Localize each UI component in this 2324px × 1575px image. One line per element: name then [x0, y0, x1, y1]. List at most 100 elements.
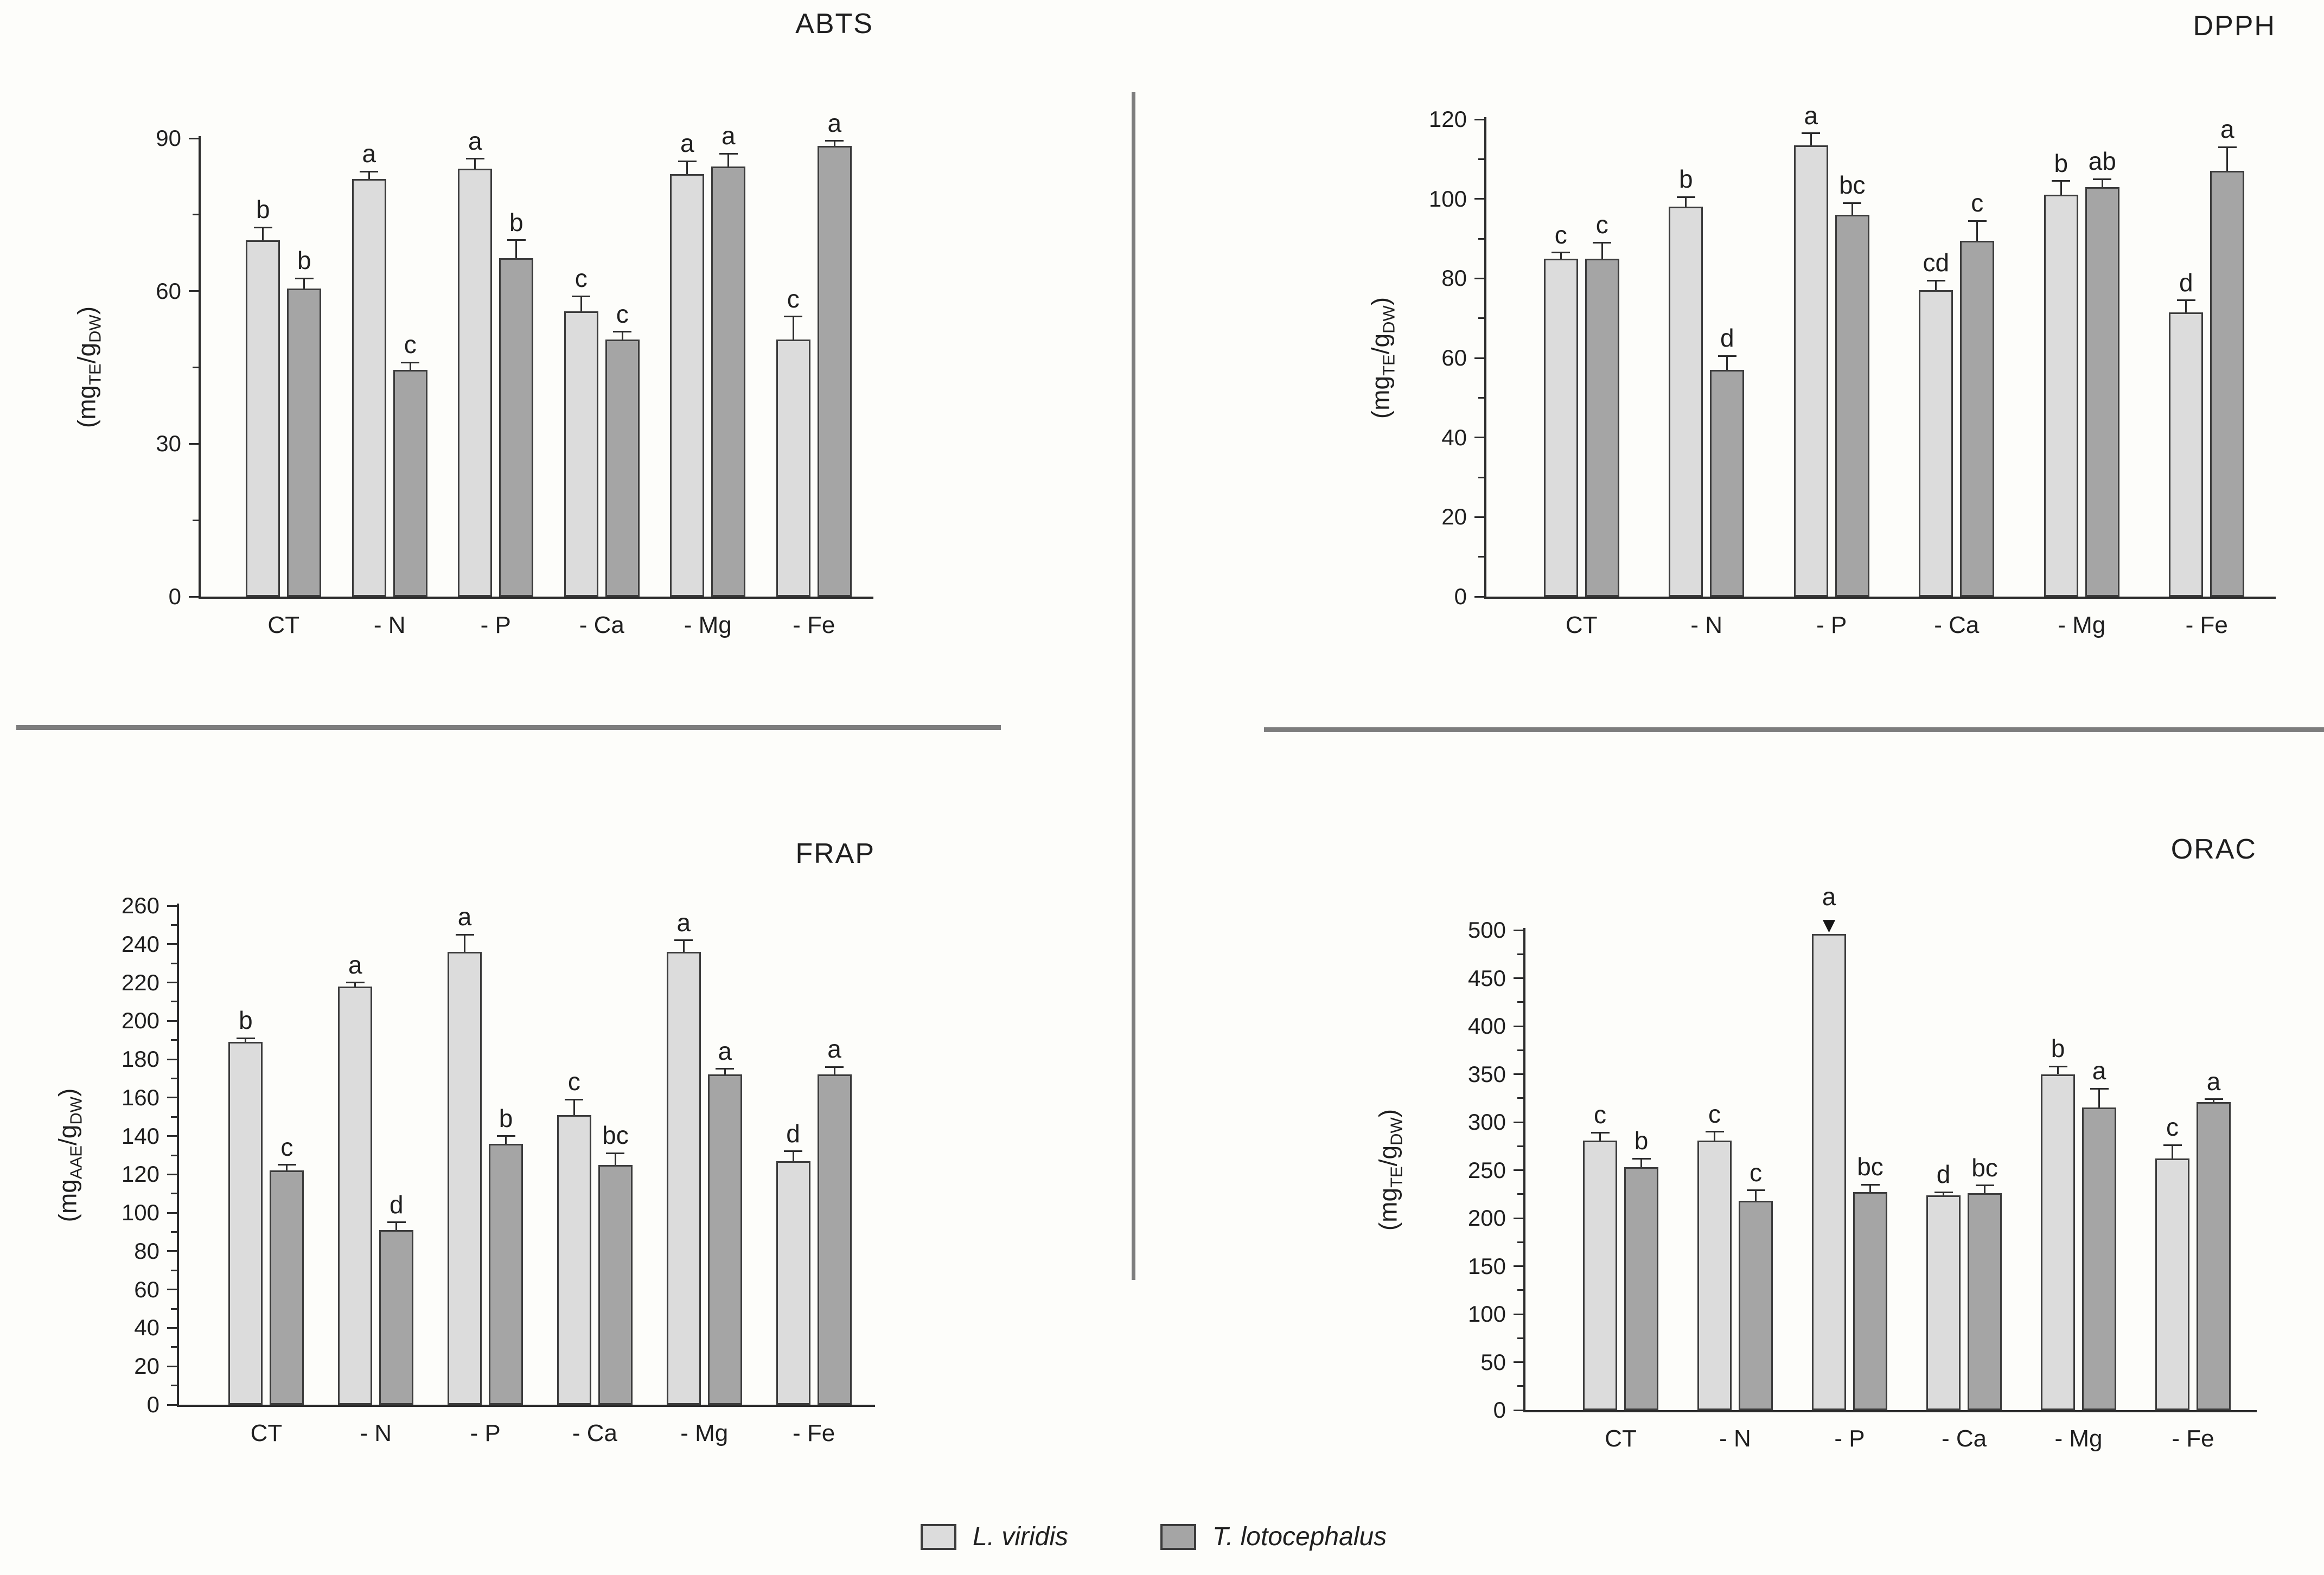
- y-minor-tick: [1478, 556, 1484, 558]
- error-bar: [464, 934, 466, 952]
- error-bar: [515, 240, 518, 258]
- error-bar: [1685, 197, 1687, 207]
- y-major-tick: [1474, 198, 1484, 200]
- significance-letter: c: [616, 299, 629, 328]
- significance-letter: c: [567, 1067, 580, 1096]
- error-bar: [1755, 1190, 1757, 1201]
- x-category-label: - N: [1690, 612, 1723, 638]
- y-major-tick: [189, 137, 199, 139]
- bar-l-viridis: [776, 339, 810, 597]
- significance-letter: bc: [1857, 1153, 1884, 1181]
- error-bar: [2172, 1145, 2173, 1159]
- bar-t-lotocephalus: [1710, 370, 1745, 597]
- y-minor-tick: [1517, 1097, 1523, 1099]
- y-tick-label: 400: [1467, 1013, 1506, 1039]
- y-tick-label: 30: [156, 431, 181, 457]
- y-tick-label: 200: [121, 1008, 159, 1034]
- y-tick-label: 60: [1441, 345, 1467, 370]
- error-bar-cap: [1934, 1191, 1953, 1193]
- bar-t-lotocephalus: [1624, 1167, 1658, 1410]
- x-category-label: - P: [480, 612, 511, 638]
- significance-letter: b: [2054, 149, 2068, 177]
- y-tick-label: 350: [1467, 1061, 1506, 1087]
- x-category-label: - Ca: [572, 1420, 617, 1446]
- x-category-label: - Ca: [1934, 612, 1980, 638]
- error-bar: [1714, 1131, 1715, 1141]
- error-bar-cap: [1843, 202, 1862, 204]
- error-bar: [505, 1136, 507, 1144]
- error-bar: [395, 1222, 398, 1230]
- y-axis-line: [1523, 928, 1525, 1412]
- y-major-tick: [167, 1058, 177, 1060]
- error-bar: [682, 940, 685, 952]
- chart-title-dpph: DPPH: [2193, 10, 2276, 42]
- error-bar-cap: [1802, 132, 1821, 135]
- bar-t-lotocephalus: [1835, 215, 1869, 597]
- y-major-tick: [189, 290, 199, 292]
- bar-l-viridis: [1669, 207, 1703, 597]
- x-axis-line: [177, 1405, 875, 1407]
- y-minor-tick: [1478, 476, 1484, 478]
- x-category-label: - N: [1719, 1425, 1751, 1452]
- error-bar: [1640, 1158, 1642, 1168]
- significance-letter: b: [1634, 1126, 1649, 1155]
- error-bar: [792, 1151, 794, 1161]
- error-bar-cap: [2048, 1065, 2067, 1067]
- significance-letter: a: [827, 1035, 841, 1064]
- error-bar-cap: [719, 152, 738, 155]
- error-bar: [686, 161, 688, 174]
- y-tick-label: 180: [121, 1046, 159, 1072]
- significance-letter: b: [509, 208, 523, 236]
- significance-letter: c: [1554, 220, 1567, 249]
- x-category-label: - Ca: [579, 612, 624, 638]
- y-tick-label: 150: [1467, 1253, 1506, 1279]
- y-major-tick: [189, 596, 199, 598]
- error-bar: [1599, 1132, 1601, 1141]
- y-tick-label: 120: [121, 1161, 159, 1187]
- y-minor-tick: [171, 1193, 177, 1195]
- x-category-label: - P: [1816, 612, 1847, 638]
- y-minor-tick: [1478, 238, 1484, 240]
- y-major-tick: [167, 1250, 177, 1252]
- y-tick-label: 50: [1480, 1349, 1506, 1375]
- significance-letter: c: [1971, 189, 1984, 217]
- bar-t-lotocephalus: [489, 1143, 523, 1405]
- y-minor-tick: [1517, 953, 1523, 955]
- y-minor-tick: [171, 1346, 177, 1348]
- error-bar-cap: [2163, 1144, 2182, 1146]
- y-tick-label: 220: [121, 969, 159, 995]
- bar-t-lotocephalus: [817, 146, 852, 597]
- y-minor-tick: [1517, 1337, 1523, 1339]
- bar-l-viridis: [1812, 934, 1846, 1410]
- bar-t-lotocephalus: [1968, 1193, 2002, 1410]
- y-tick-label: 100: [121, 1200, 159, 1226]
- y-major-tick: [1514, 1361, 1523, 1363]
- error-bar-cap: [401, 361, 420, 363]
- significance-letter: c: [1595, 210, 1608, 239]
- y-major-tick: [1474, 277, 1484, 279]
- x-category-label: - P: [1834, 1425, 1865, 1452]
- x-axis-line: [199, 597, 873, 599]
- y-tick-label: 300: [1467, 1109, 1506, 1135]
- y-axis-line: [199, 136, 201, 599]
- x-category-label: CT: [267, 612, 300, 638]
- y-major-tick: [1474, 596, 1484, 598]
- error-bar-cap: [1746, 1189, 1765, 1192]
- significance-letter: a: [362, 139, 376, 168]
- y-minor-tick: [171, 1077, 177, 1079]
- y-minor-tick: [171, 962, 177, 964]
- bar-l-viridis: [557, 1115, 591, 1405]
- y-major-tick: [167, 1173, 177, 1175]
- y-major-tick: [167, 1097, 177, 1099]
- bar-t-lotocephalus: [393, 370, 427, 597]
- bar-t-lotocephalus: [1853, 1192, 1887, 1410]
- bar-t-lotocephalus: [2082, 1107, 2116, 1410]
- y-minor-tick: [1478, 317, 1484, 319]
- significance-letter: c: [1708, 1099, 1721, 1128]
- significance-letter: c: [574, 264, 588, 293]
- y-minor-tick: [1517, 1145, 1523, 1147]
- bar-l-viridis: [776, 1161, 810, 1405]
- significance-letter: a: [468, 126, 482, 155]
- bar-l-viridis: [1926, 1195, 1961, 1410]
